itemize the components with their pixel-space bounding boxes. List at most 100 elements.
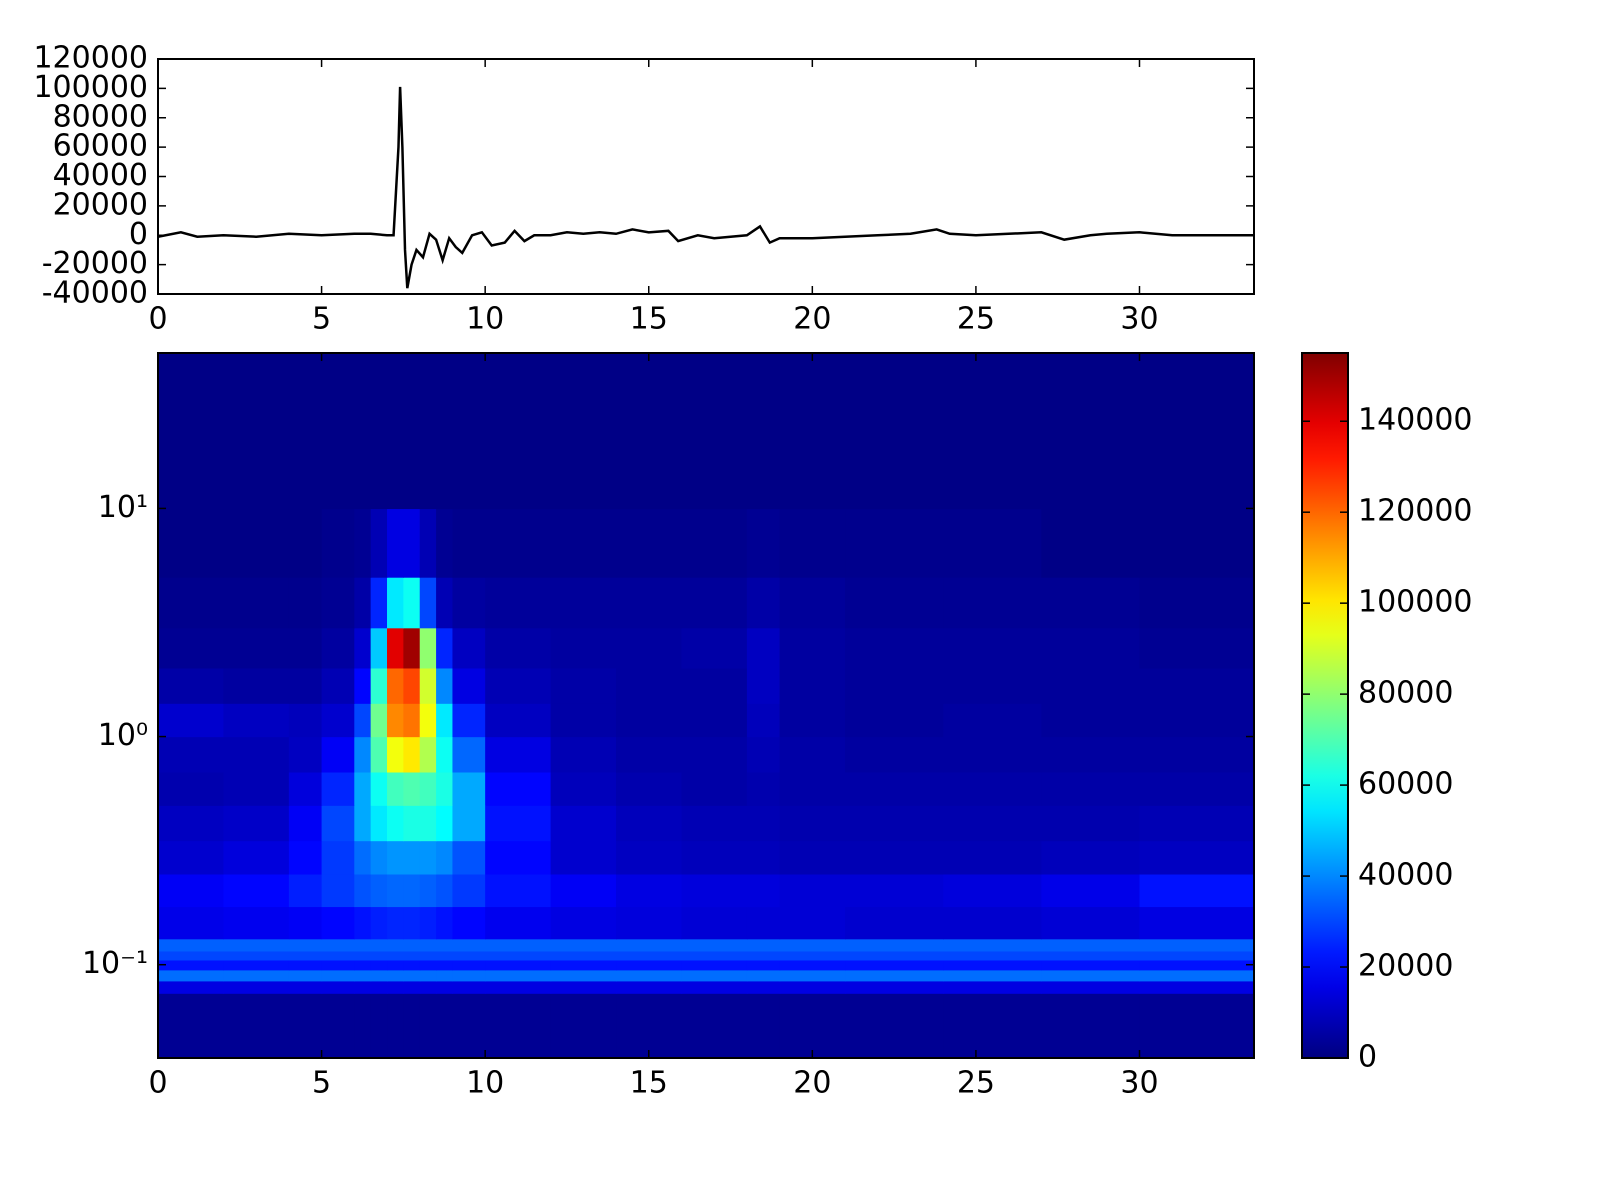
- heatmap-cell: [746, 980, 781, 994]
- heatmap-cell: [387, 508, 404, 578]
- colorbar: [1301, 352, 1349, 1059]
- heatmap-cell: [681, 993, 748, 1059]
- heatmap-cell: [746, 805, 781, 842]
- heatmap-cell: [681, 840, 748, 875]
- heatmap-cell: [419, 353, 437, 510]
- y-tick-label: 10⁰: [98, 718, 148, 753]
- heatmap-cell: [550, 906, 617, 940]
- heatmap-cell: [779, 703, 846, 738]
- heatmap-cell: [485, 771, 552, 806]
- heatmap-cell: [845, 627, 944, 669]
- heatmap-cell: [370, 950, 388, 961]
- heatmap-cell: [681, 771, 748, 806]
- heatmap-cell: [1041, 771, 1141, 806]
- x-tick-label: 0: [148, 1066, 167, 1101]
- x-tick-label: 5: [312, 1066, 331, 1101]
- x-tick-label: 10: [466, 302, 504, 337]
- heatmap-cell: [845, 805, 944, 842]
- heatmap-cell: [403, 353, 421, 510]
- heatmap-cell: [354, 577, 372, 629]
- colorbar-tick-label: 140000: [1358, 403, 1473, 438]
- heatmap-cell: [1139, 980, 1255, 994]
- heatmap-cell: [681, 873, 748, 908]
- heatmap-cell: [943, 993, 1042, 1059]
- heatmap-cell: [943, 667, 1042, 704]
- heatmap-cell: [419, 950, 437, 961]
- heatmap-cell: [158, 906, 225, 940]
- heatmap-cell: [452, 627, 486, 669]
- heatmap-cell: [1041, 959, 1141, 971]
- colorbar-tick-label: 120000: [1358, 494, 1473, 529]
- heatmap-cell: [845, 906, 944, 940]
- heatmap-cell: [779, 993, 846, 1059]
- heatmap-cell: [943, 703, 1042, 738]
- heatmap-cell: [943, 353, 1042, 510]
- heatmap-cell: [845, 771, 944, 806]
- heatmap-cell: [550, 508, 617, 578]
- heatmap-cell: [485, 736, 552, 773]
- heatmap-cell: [321, 736, 355, 773]
- heatmap-cell: [943, 771, 1042, 806]
- y-tick-label: -40000: [42, 276, 148, 311]
- heatmap-cell: [550, 969, 617, 982]
- heatmap-cell: [403, 627, 421, 669]
- heatmap-cell: [223, 980, 290, 994]
- heatmap-cell: [746, 840, 781, 875]
- heatmap-cell: [387, 873, 404, 908]
- heatmap-cell: [550, 627, 617, 669]
- heatmap-cell: [419, 959, 437, 971]
- heatmap-cell: [1041, 873, 1141, 908]
- heatmap-cell: [354, 993, 372, 1059]
- heatmap-cell: [845, 873, 944, 908]
- heatmap-cell: [436, 508, 454, 578]
- heatmap-cell: [321, 703, 355, 738]
- heatmap-cell: [452, 508, 486, 578]
- heatmap-cell: [779, 805, 846, 842]
- heatmap-cell: [321, 906, 355, 940]
- heatmap-cell: [321, 805, 355, 842]
- heatmap-cell: [485, 703, 552, 738]
- heatmap-cell: [354, 840, 372, 875]
- heatmap-cell: [746, 508, 781, 578]
- heatmap-cell: [288, 736, 323, 773]
- y-tick-label: 100000: [33, 70, 148, 105]
- heatmap-cell: [370, 959, 388, 971]
- heatmap-cell: [1041, 906, 1141, 940]
- heatmap-cell: [436, 938, 454, 952]
- heatmap-cell: [436, 993, 454, 1059]
- heatmap-cell: [452, 736, 486, 773]
- heatmap-cell: [403, 938, 421, 952]
- heatmap-cell: [321, 993, 355, 1059]
- heatmap-cell: [419, 938, 437, 952]
- heatmap-cell: [485, 508, 552, 578]
- heatmap-cell: [223, 906, 290, 940]
- heatmap-cell: [288, 508, 323, 578]
- heatmap-cell: [485, 906, 552, 940]
- heatmap-cell: [436, 873, 454, 908]
- heatmap-cell: [550, 980, 617, 994]
- heatmap-cell: [1139, 667, 1255, 704]
- heatmap-cell: [436, 627, 454, 669]
- heatmap-cell: [223, 771, 290, 806]
- heatmap-cell: [681, 938, 748, 952]
- heatmap-cell: [452, 353, 486, 510]
- heatmap-cell: [943, 508, 1042, 578]
- heatmap-cell: [845, 508, 944, 578]
- heatmap-cell: [485, 980, 552, 994]
- heatmap-cell: [223, 736, 290, 773]
- heatmap-cell: [681, 353, 748, 510]
- heatmap-cell: [550, 771, 617, 806]
- heatmap-cell: [1041, 840, 1141, 875]
- heatmap-cell: [223, 703, 290, 738]
- y-tick-label: -20000: [42, 246, 148, 281]
- heatmap-cell: [1041, 805, 1141, 842]
- heatmap-cell: [452, 805, 486, 842]
- heatmap-cell: [223, 840, 290, 875]
- heatmap-cell: [550, 353, 617, 510]
- heatmap-cell: [370, 771, 388, 806]
- heatmap-cell: [616, 873, 683, 908]
- heatmap-cell: [485, 805, 552, 842]
- heatmap-cell: [288, 627, 323, 669]
- y-tick-label: 80000: [53, 99, 148, 134]
- heatmap-cells: [158, 353, 1255, 1059]
